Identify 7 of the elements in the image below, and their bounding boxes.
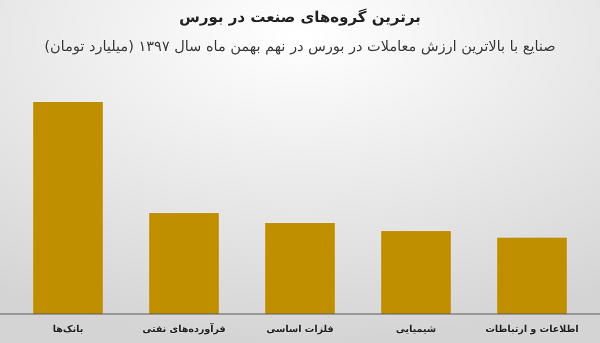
- chart-subtitle: صنایع با بالاترین ارزش معاملات در بورس در نهم بهمن ماه سال ۱۳۹۷ (میلیارد تومان): [44, 39, 556, 55]
- x-tick-label: شیمیایی: [396, 324, 436, 335]
- x-tick-label: اطلاعات و ارتباطات: [485, 324, 579, 335]
- chart-title: برترین گروه‌های صنعت در بورس: [179, 8, 421, 26]
- x-tick-label: فلزات اساسی: [266, 324, 334, 335]
- x-tick-label: بانک‌ها: [52, 324, 84, 335]
- x-tick-label: فرآورده‌های نفتی: [142, 322, 226, 335]
